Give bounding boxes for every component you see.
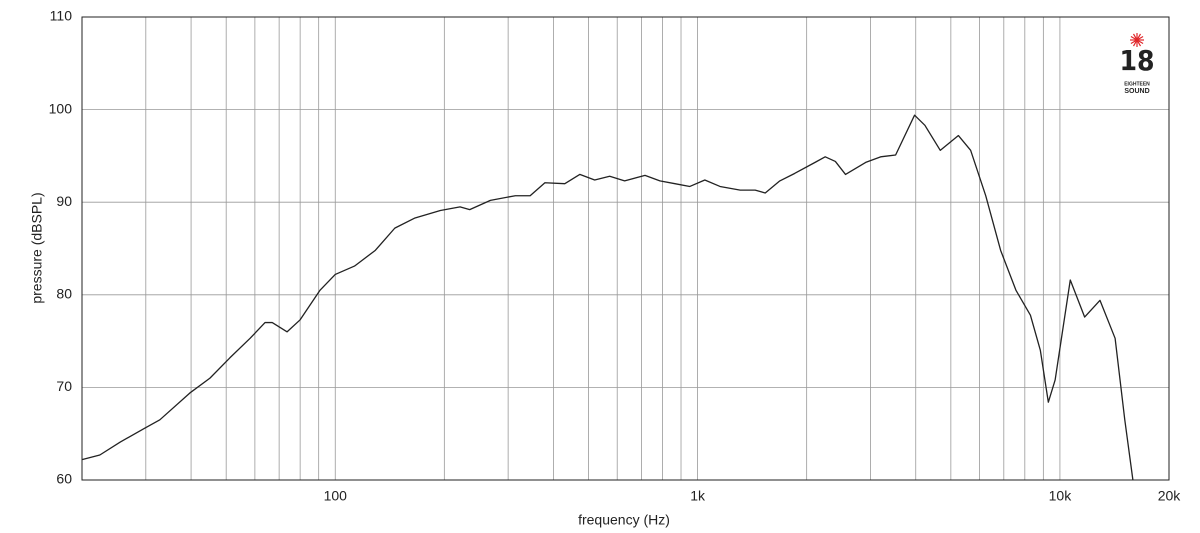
y-tick-label: 90 (56, 193, 72, 209)
logo-star (1130, 33, 1144, 47)
y-tick-label: 60 (56, 471, 72, 487)
logo-text: SOUND (1124, 88, 1149, 95)
x-tick-label: 20k (1158, 488, 1182, 504)
x-tick-label: 1k (690, 488, 706, 504)
logo-text: EIGHTEEN (1124, 81, 1150, 87)
y-tick-label: 110 (50, 8, 73, 24)
logo: 18 EIGHTEEN SOUND (1119, 44, 1154, 95)
x-axis-label: frequency (Hz) (578, 512, 670, 528)
y-tick-label: 70 (56, 378, 72, 394)
response-line (81, 114, 1134, 481)
x-tick-label: 10k (1049, 488, 1073, 504)
y-tick-label: 100 (49, 100, 73, 116)
y-tick-label: 80 (56, 286, 72, 302)
plot-frame (81, 16, 1170, 481)
logo-number: 18 (1119, 44, 1154, 77)
x-tick-label: 100 (324, 488, 348, 504)
logo-star-center (1134, 37, 1140, 43)
y-axis-label: pressure (dBSPL) (29, 192, 45, 303)
